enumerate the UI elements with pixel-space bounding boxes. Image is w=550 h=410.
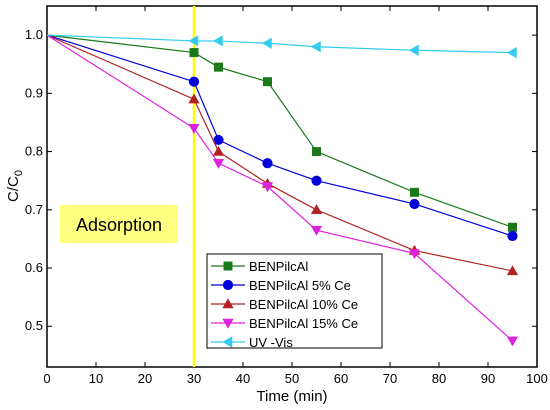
legend-marker — [222, 318, 234, 329]
legend-label: BENPilcAl — [249, 259, 308, 274]
y-tick-label: 0.9 — [25, 85, 43, 100]
x-tick-label: 0 — [43, 371, 50, 386]
series-group — [46, 34, 517, 59]
data-point — [188, 35, 199, 47]
data-point — [507, 230, 518, 242]
data-point — [188, 124, 200, 134]
legend-items: BENPilcAl BENPilcAl 5% Ce BENPilcAl 10% Ce… — [211, 259, 358, 350]
data-point — [508, 222, 517, 232]
y-axis-title-subscript: 0 — [13, 170, 25, 176]
legend-marker — [223, 261, 233, 271]
series-group — [46, 34, 519, 347]
y-tick-label: 1.0 — [25, 27, 43, 42]
data-point — [506, 336, 519, 347]
x-tick-label: 40 — [236, 371, 250, 386]
data-point — [409, 198, 420, 210]
legend-marker — [222, 279, 234, 291]
series-layer — [46, 34, 519, 347]
data-point — [408, 44, 419, 56]
x-tick-label: 100 — [526, 371, 548, 386]
axis-ticks: 0 10 20 30 40 50 60 70 80 90 100 0.5 0.6 0.7 0.8 0.9 1.0 — [25, 6, 548, 386]
data-point — [506, 46, 517, 59]
x-tick-label: 30 — [187, 371, 201, 386]
x-tick-label: 80 — [432, 371, 446, 386]
legend-label: BENPilcAl 5% Ce — [249, 278, 351, 293]
data-point — [188, 93, 200, 104]
data-point — [188, 76, 200, 87]
x-tick-label: 70 — [383, 371, 397, 386]
legend: BENPilcAl BENPilcAl 5% Ce BENPilcAl 10% Ce… — [206, 253, 383, 350]
series-group — [46, 34, 517, 232]
y-tick-label: 0.5 — [25, 318, 43, 333]
data-point — [311, 175, 322, 186]
y-tick-label: 0.7 — [25, 202, 43, 217]
adsorption-label-box — [60, 205, 178, 243]
data-point — [263, 77, 272, 87]
data-point — [213, 134, 224, 146]
data-point — [410, 187, 419, 197]
data-point — [261, 182, 274, 193]
data-point — [408, 249, 421, 260]
data-point — [212, 145, 225, 156]
y-axis-title-main: C/C — [5, 176, 22, 202]
data-point — [189, 48, 199, 58]
data-point — [310, 225, 323, 236]
data-point — [212, 35, 223, 47]
x-tick-label: 90 — [481, 371, 495, 386]
data-point — [312, 147, 321, 157]
data-point — [310, 204, 323, 215]
data-point — [212, 158, 225, 169]
legend-marker — [222, 336, 233, 348]
x-axis-title: Time (min) — [256, 388, 327, 405]
x-tick-label: 60 — [334, 371, 348, 386]
legend-marker — [222, 298, 234, 309]
adsorption-label: Adsorption — [76, 215, 162, 235]
x-tick-label: 10 — [89, 371, 103, 386]
x-tick-label: 20 — [138, 371, 152, 386]
x-tick-label: 50 — [285, 371, 299, 386]
y-tick-label: 0.6 — [25, 260, 43, 275]
legend-label: BENPilcAl 10% Ce — [249, 297, 358, 312]
legend-label: BENPilcAl 15% Ce — [249, 316, 358, 331]
legend-label: UV -Vis — [249, 335, 293, 350]
legend-box — [206, 253, 383, 349]
series-group — [46, 34, 518, 242]
y-axis-title: C/C0 — [5, 170, 25, 202]
adsorption-annotation: Adsorption — [60, 205, 178, 243]
data-point — [506, 265, 519, 276]
series-line — [46, 34, 513, 228]
data-point — [214, 62, 223, 72]
data-point — [310, 41, 321, 53]
y-tick-label: 0.8 — [25, 144, 43, 159]
data-point — [262, 158, 273, 169]
data-point — [261, 37, 272, 49]
